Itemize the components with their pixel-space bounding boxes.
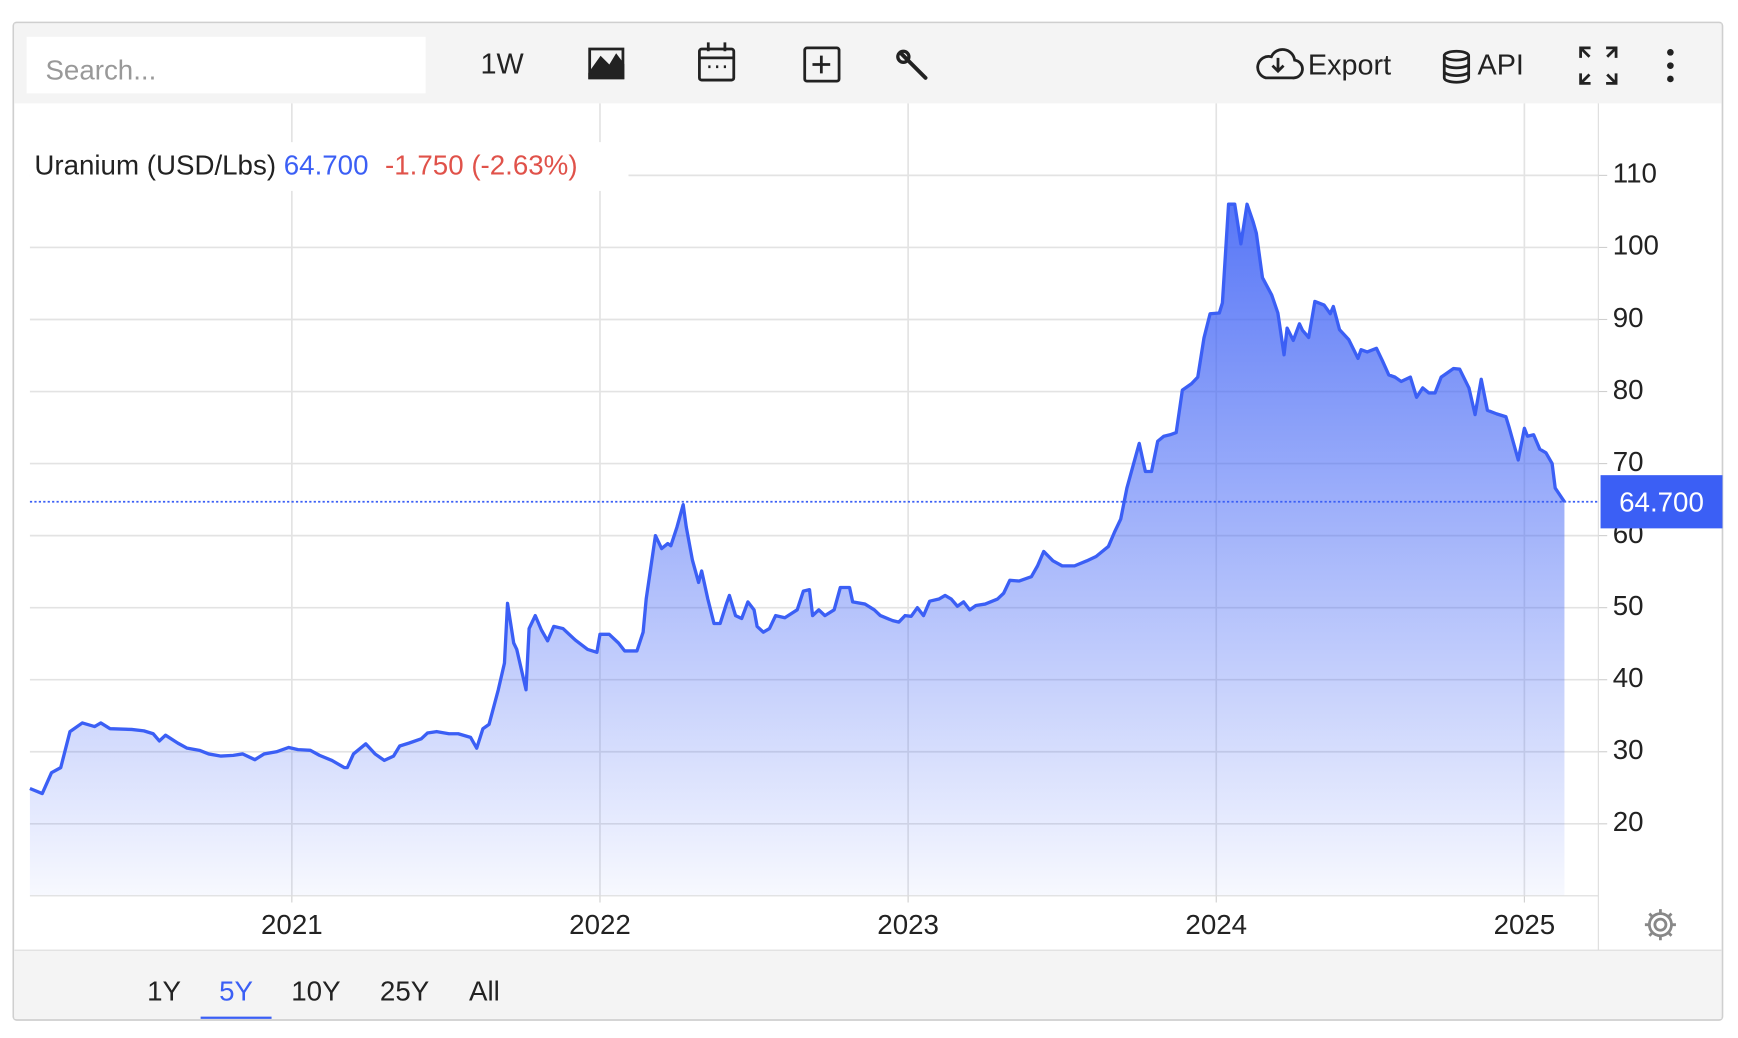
last-price-tag xyxy=(1600,475,1723,529)
export-button[interactable]: Export xyxy=(1256,48,1391,81)
fullscreen-icon xyxy=(1579,46,1618,85)
y-tick-label: 80 xyxy=(1613,374,1644,405)
range-button[interactable]: 1Y xyxy=(147,976,181,1007)
tools-button[interactable] xyxy=(896,49,928,80)
menu-dot xyxy=(1667,62,1674,69)
compare-button[interactable] xyxy=(803,46,841,83)
x-tick-label: 2024 xyxy=(1185,909,1247,940)
y-tick-label: 100 xyxy=(1613,230,1659,261)
y-tick-label: 30 xyxy=(1613,734,1644,765)
x-tick-label: 2021 xyxy=(261,909,323,940)
menu-button[interactable] xyxy=(1667,49,1674,83)
menu-dot xyxy=(1667,75,1674,83)
download-arrow xyxy=(1271,57,1285,74)
gear-icon-center xyxy=(1653,917,1668,932)
y-tick-label: 40 xyxy=(1613,662,1644,693)
chart-type-icon-area xyxy=(588,53,625,80)
last-price-label: 64.700 xyxy=(1619,486,1704,517)
line xyxy=(29,202,1566,796)
legend-price: 64.700 xyxy=(284,150,369,181)
x-tick-label: 2022 xyxy=(569,909,631,940)
range-button[interactable]: All xyxy=(469,976,500,1007)
y-tick-label: 110 xyxy=(1613,158,1657,189)
legend-title: Uranium (USD/Lbs) xyxy=(34,150,276,181)
menu-dot xyxy=(1667,49,1674,56)
fullscreen-button[interactable] xyxy=(1579,46,1618,85)
search-placeholder[interactable]: Search... xyxy=(45,55,156,86)
y-tick-label: 50 xyxy=(1613,590,1644,621)
area xyxy=(29,204,1565,896)
compare-icon xyxy=(803,46,841,83)
calendar-button[interactable] xyxy=(698,42,736,82)
legend: Uranium (USD/Lbs) 64.700 -1.750 (-2.63%) xyxy=(34,150,577,181)
database-icon-body xyxy=(1442,55,1471,84)
range-bar xyxy=(14,950,1722,1019)
api-button[interactable]: API xyxy=(1442,49,1524,84)
y-tick-label: 90 xyxy=(1613,302,1644,333)
compare-icon-plus xyxy=(812,55,831,74)
chart-type-button[interactable] xyxy=(588,47,625,80)
search-box[interactable] xyxy=(26,36,426,94)
database-icon xyxy=(1442,49,1471,84)
range-button[interactable]: 25Y xyxy=(380,976,429,1007)
gear-icon-ring xyxy=(1647,912,1673,938)
export-label[interactable]: Export xyxy=(1308,49,1391,81)
range-button[interactable]: 5Y xyxy=(219,976,253,1007)
y-tick-label: 70 xyxy=(1613,446,1644,477)
settings-button[interactable] xyxy=(1644,909,1676,941)
x-tick-label: 2023 xyxy=(877,909,939,940)
wrench-icon-handle xyxy=(899,51,928,80)
legend-change: -1.750 xyxy=(385,150,464,181)
api-label[interactable]: API xyxy=(1478,49,1524,81)
range-selector: 1Y 5Y 10Y 25Y All xyxy=(147,976,500,1019)
cloud-icon xyxy=(1256,48,1304,80)
legend-change-percent: (-2.63%) xyxy=(471,150,577,181)
range-button[interactable]: 10Y xyxy=(291,976,340,1007)
legend-background xyxy=(29,142,629,191)
interval-button[interactable]: 1W xyxy=(481,48,525,80)
x-tick-label: 2025 xyxy=(1494,909,1556,940)
gear-icon-teeth xyxy=(1644,909,1676,941)
calendar-icon xyxy=(698,47,736,82)
y-tick-label: 20 xyxy=(1613,806,1644,837)
wrench-icon-head xyxy=(896,49,911,64)
